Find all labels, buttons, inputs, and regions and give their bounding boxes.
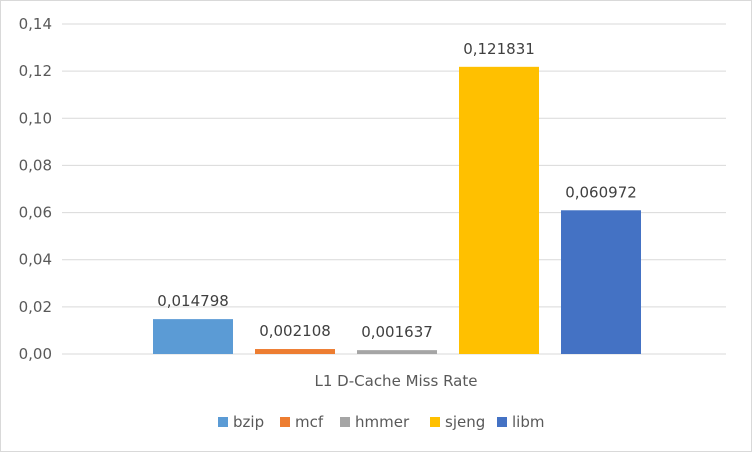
bar-mcf: [255, 349, 335, 354]
y-tick-label: 0,02: [19, 298, 52, 316]
y-tick-label: 0,08: [19, 156, 52, 174]
y-tick-label: 0,00: [19, 345, 52, 363]
y-tick-label: 0,14: [19, 15, 52, 33]
y-tick-label: 0,04: [19, 251, 52, 269]
bar-hmmer: [357, 350, 437, 354]
data-label-mcf: 0,002108: [259, 322, 331, 340]
legend-label-mcf: mcf: [295, 413, 324, 431]
legend-swatch-bzip: [218, 417, 228, 427]
y-tick-label: 0,10: [19, 109, 52, 127]
legend-label-bzip: bzip: [233, 413, 264, 431]
legend-swatch-hmmer: [340, 417, 350, 427]
y-tick-label: 0,12: [19, 62, 52, 80]
x-category-label: L1 D-Cache Miss Rate: [315, 372, 478, 390]
legend-label-hmmer: hmmer: [355, 413, 410, 431]
legend-label-sjeng: sjeng: [445, 413, 485, 431]
data-label-sjeng: 0,121831: [463, 40, 535, 58]
y-tick-label: 0,06: [19, 204, 52, 222]
data-label-bzip: 0,014798: [157, 292, 229, 310]
legend: bzip mcf hmmer sjeng libm: [218, 413, 544, 431]
bars: [153, 66, 641, 354]
legend-swatch-libm: [497, 417, 507, 427]
data-labels: 0,014798 0,002108 0,001637 0,121831 0,060972: [157, 40, 637, 341]
legend-label-libm: libm: [512, 413, 544, 431]
bar-libm: [561, 210, 641, 354]
y-axis-tick-labels: 0,00 0,02 0,04 0,06 0,08 0,10 0,12 0,14: [19, 15, 52, 363]
bar-bzip: [153, 319, 233, 354]
bar-sjeng: [459, 66, 539, 354]
legend-swatch-sjeng: [430, 417, 440, 427]
data-label-libm: 0,060972: [565, 183, 637, 201]
legend-swatch-mcf: [280, 417, 290, 427]
data-label-hmmer: 0,001637: [361, 323, 433, 341]
